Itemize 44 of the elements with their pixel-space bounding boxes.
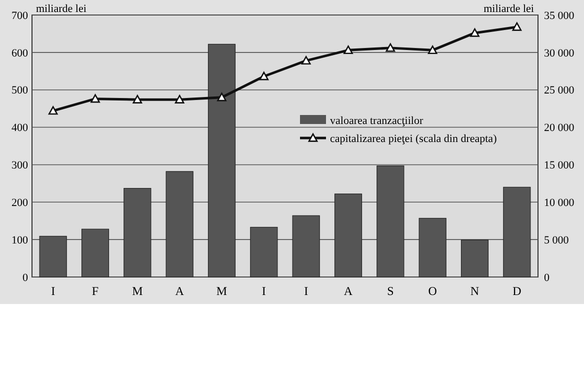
y2-tick-label: 35 000: [544, 10, 575, 22]
point: [344, 46, 353, 54]
x-tick-label: A: [344, 284, 353, 298]
y2-tick-label: 25 000: [544, 84, 575, 97]
legend-label: valoarea tranzacţiilor: [330, 114, 424, 127]
x-tick-label: O: [428, 284, 438, 298]
legend-label: capitalizarea pieţei (scala din dreapta): [330, 132, 498, 145]
x-tick-label: F: [92, 284, 99, 298]
y-tick-label: 600: [12, 47, 28, 60]
x-tick-label: I: [51, 284, 56, 298]
y-tick-label: 700: [12, 10, 28, 22]
x-tick-label: I: [262, 284, 266, 298]
y2-tick-label: 30 000: [544, 47, 575, 60]
x-tick-label: A: [175, 284, 184, 298]
x-tick-label: I: [304, 284, 308, 298]
x-tick-label: D: [512, 284, 522, 298]
y-tick-label: 100: [12, 234, 28, 246]
y-axis-title: miliarde lei: [36, 3, 86, 15]
y-tick-label: 0: [22, 272, 28, 284]
y-tick-label: 200: [12, 196, 28, 209]
point: [259, 72, 269, 80]
point: [512, 22, 522, 31]
y2-tick-label: 20 000: [544, 122, 575, 134]
point: [174, 94, 184, 104]
y-tick-label: 300: [12, 160, 28, 172]
y2-tick-label: 0: [544, 272, 550, 284]
y2-axis-title: miliarde lei: [484, 3, 534, 15]
point: [90, 94, 100, 103]
x-tick-label: M: [132, 284, 144, 298]
y2-tick-label: 10 000: [544, 196, 575, 209]
y-tick-label: 400: [12, 122, 28, 134]
y2-tick-label: 5 000: [544, 234, 570, 246]
point: [428, 46, 438, 54]
point: [301, 56, 311, 65]
y2-tick-label: 15 000: [544, 160, 575, 172]
x-tick-label: S: [387, 284, 394, 298]
point: [470, 28, 480, 37]
point: [48, 106, 58, 115]
x-tick-label: M: [216, 284, 228, 298]
point: [217, 92, 226, 102]
point: [386, 43, 396, 52]
y-tick-label: 500: [12, 84, 28, 97]
point: [132, 94, 142, 104]
x-tick-label: N: [470, 284, 480, 298]
